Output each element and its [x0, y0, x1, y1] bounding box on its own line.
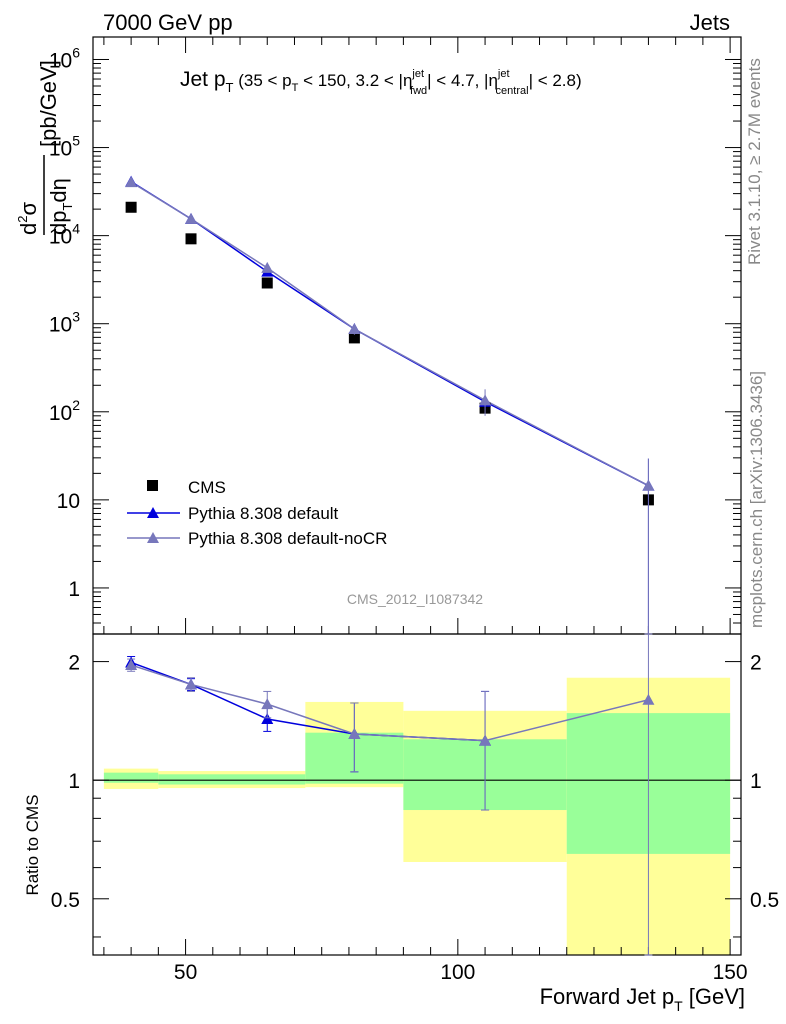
ratio-y-tick-label: 2: [68, 652, 80, 675]
analysis-id-watermark: CMS_2012_I1087342: [347, 591, 483, 607]
data-point-cms: [261, 277, 273, 289]
y-tick-label: 104: [49, 221, 80, 249]
ratio-point-nocr: [261, 698, 274, 710]
uncertainty-band-green: [158, 774, 306, 785]
svg-text:[pb/GeV]: [pb/GeV]: [36, 60, 61, 147]
data-point-nocr: [642, 479, 655, 491]
data-point-cms: [348, 332, 360, 344]
legend-marker-cms: [147, 480, 158, 491]
data-point-nocr: [125, 176, 138, 188]
legend: CMS Pythia 8.308 default Pythia 8.308 de…: [127, 478, 387, 548]
ratio-y-axis-label: Ratio to CMS: [23, 794, 42, 895]
data-point-nocr: [261, 261, 274, 273]
series-line-default: [130, 181, 649, 487]
main-y-axis-label: d2σ dpTdη [pb/GeV]: [15, 60, 75, 235]
legend-marker-nocr: [147, 532, 159, 543]
series-line-nocr: [130, 181, 649, 487]
ratio-point-nocr: [348, 727, 361, 739]
svg-text:d2σ: d2σ: [15, 202, 41, 235]
header-energy-label: 7000 GeV pp: [103, 10, 233, 35]
ratio-line-nocr: [130, 664, 649, 742]
data-point-nocr: [348, 323, 361, 335]
data-point-nocr: [185, 212, 198, 224]
ratio-y-tick-label: 1: [750, 770, 762, 793]
ratio-point-default: [261, 712, 274, 724]
ratio-point-nocr: [642, 693, 655, 705]
rivet-version-label: Rivet 3.1.10, ≥ 2.7M events: [745, 58, 764, 265]
y-tick-label: 103: [49, 309, 80, 337]
ratio-y-tick-label: 0.5: [51, 889, 80, 912]
x-tick-label: 150: [713, 961, 748, 984]
ratio-y-tick-label: 1: [68, 770, 80, 793]
x-tick-label: 50: [174, 961, 197, 984]
header-jets-label: Jets: [690, 10, 730, 35]
y-tick-label: 1: [68, 578, 80, 601]
ratio-point-nocr: [125, 659, 138, 671]
y-tick-label: 102: [49, 397, 80, 425]
x-axis-label: Forward Jet pT [GeV]: [540, 984, 745, 1014]
data-point-cms: [185, 233, 197, 245]
y-tick-label: 105: [49, 133, 80, 161]
legend-label-cms: CMS: [188, 478, 226, 497]
data-point-cms: [125, 201, 137, 213]
ratio-point-nocr: [479, 734, 492, 746]
legend-marker-default: [147, 507, 159, 518]
mcplots-label: mcplots.cern.ch [arXiv:1306.3436]: [747, 371, 766, 628]
data-point-nocr: [479, 394, 492, 406]
uncertainty-band-green: [103, 772, 159, 783]
main-plot-title: Jet pT (35 < pT < 150, 3.2 < |ηjet fwd| <…: [180, 68, 582, 97]
ratio-point-nocr: [185, 678, 198, 690]
ratio-y-tick-label: 0.5: [750, 889, 779, 912]
svg-text:Jet pT (35 < pT < 150, 3.2 < |: Jet pT (35 < pT < 150, 3.2 < |ηjet fwd| <…: [180, 68, 582, 97]
x-tick-label: 100: [440, 961, 475, 984]
legend-label-nocr: Pythia 8.308 default-noCR: [188, 529, 387, 548]
y-tick-label: 10: [57, 490, 80, 513]
svg-text:Forward Jet pT [GeV]: Forward Jet pT [GeV]: [540, 984, 745, 1014]
ratio-plot-frame: [92, 633, 742, 956]
legend-label-default: Pythia 8.308 default: [188, 504, 339, 523]
ratio-y-tick-label: 2: [750, 652, 762, 675]
y-tick-label: 106: [49, 44, 80, 72]
